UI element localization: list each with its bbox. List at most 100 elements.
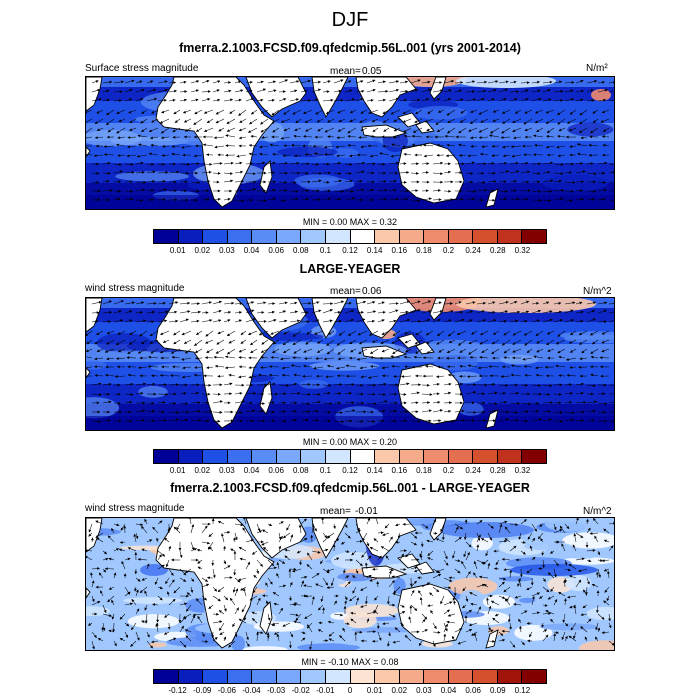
panel-3-min-label: MIN = (301, 657, 326, 667)
colorbar-tick-label: 0.12 (342, 246, 358, 255)
colorbar-tick-label: 0.1 (319, 466, 331, 475)
panel-1-max-value: 0.32 (379, 217, 398, 227)
colorbar-swatch (448, 230, 474, 243)
colorbar-tick-label: 0.02 (391, 686, 408, 695)
panel-2-minmax: MIN = 0.00 MAX = 0.20 (0, 437, 700, 447)
colorbar-swatch (473, 450, 498, 463)
panel-2-title: LARGE-YEAGER (299, 262, 401, 276)
panel-3-mean-value: -0.01 (355, 506, 378, 517)
colorbar-tick-label: 0.04 (440, 686, 457, 695)
colorbar-tick-label: 0.08 (292, 246, 309, 255)
colorbar-swatch (301, 450, 326, 463)
colorbar-tick-label: 0.06 (268, 246, 284, 255)
colorbar-tick-label: 0.32 (514, 466, 531, 475)
colorbar-swatch (227, 230, 253, 243)
colorbar-tick-label: 0.18 (416, 246, 432, 255)
panel-2-max-label: MAX = (349, 437, 378, 447)
colorbar-swatch (276, 670, 302, 683)
colorbar-swatch (203, 450, 228, 463)
panel-2-units: N/m^2 (583, 286, 612, 297)
colorbar-tick-label: -0.04 (242, 686, 261, 695)
colorbar-tick-label: 0.14 (366, 466, 383, 475)
colorbar-swatch (154, 230, 179, 243)
colorbar-swatch (497, 670, 523, 683)
colorbar-swatch (522, 230, 546, 243)
colorbar-tick-label: 0.03 (219, 246, 235, 255)
panel-3-variable-label: wind stress magnitude (85, 503, 185, 514)
colorbar-tick-label: 0.32 (514, 246, 531, 255)
colorbar-tick-label: 0.12 (514, 686, 531, 695)
colorbar-tick-label: 0.04 (243, 246, 260, 255)
panel-2-min-value: 0.00 (329, 437, 348, 447)
panel-1-mean-value: 0.05 (362, 66, 382, 77)
colorbar-swatch (473, 230, 498, 243)
colorbar-tick-label: 0.02 (194, 466, 211, 475)
colorbar-tick-label: 0.06 (268, 466, 284, 475)
colorbar-tick-label: 0.01 (169, 466, 186, 475)
colorbar-tick-label: 0.16 (391, 466, 408, 475)
panel-1-colorbar-ticks: 0.01 0.02 0.03 0.04 0.06 0.08 0.1 0.12 0.14 0.16 0… (153, 246, 547, 258)
panel-3-max-label: MAX = (351, 657, 379, 667)
colorbar-swatch (375, 450, 400, 463)
panel-2-min-label: MIN = (302, 437, 328, 447)
colorbar-swatch (375, 670, 400, 683)
panel-3-max-value: 0.08 (381, 657, 399, 667)
colorbar-tick-label: 0.12 (342, 466, 358, 475)
colorbar-swatch (301, 670, 326, 683)
colorbar-swatch (448, 450, 474, 463)
colorbar-swatch (252, 450, 277, 463)
colorbar-tick-label: 0.28 (489, 246, 506, 255)
panel-1-units: N/m² (586, 63, 608, 74)
colorbar-swatch (350, 670, 376, 683)
colorbar-swatch (448, 670, 474, 683)
colorbar-tick-label: -0.12 (168, 686, 187, 695)
colorbar-tick-label: 0.18 (416, 466, 432, 475)
colorbar-tick-label: 0.01 (169, 246, 186, 255)
colorbar-swatch (424, 670, 449, 683)
colorbar-swatch (497, 230, 523, 243)
colorbar-swatch (497, 450, 523, 463)
colorbar-tick-label: 0.08 (292, 466, 309, 475)
colorbar-tick-label: 0.09 (489, 686, 506, 695)
panel-1-colorbar (153, 229, 547, 244)
panel-2-mean-label: mean= (330, 286, 361, 297)
colorbar-swatch (522, 450, 546, 463)
colorbar-swatch (252, 230, 277, 243)
colorbar-tick-label: 0.16 (391, 246, 408, 255)
colorbar-swatch (325, 670, 351, 683)
colorbar-swatch (424, 450, 449, 463)
colorbar-tick-label: 0.24 (465, 246, 481, 255)
colorbar-tick-label: 0.2 (442, 246, 455, 255)
panel-2-variable-label: wind stress magnitude (85, 283, 185, 294)
colorbar-tick-label: 0.28 (489, 466, 506, 475)
panel-1-mean-label: mean= (330, 66, 361, 77)
colorbar-swatch (276, 450, 302, 463)
colorbar-tick-label: 0.2 (442, 466, 455, 475)
panel-1-max-label: MAX = (349, 217, 378, 227)
colorbar-tick-label: 0.02 (194, 246, 211, 255)
panel-3-colorbar (153, 669, 547, 684)
colorbar-swatch (399, 450, 425, 463)
panel-3-map-svg (86, 518, 614, 650)
colorbar-swatch (252, 670, 277, 683)
colorbar-swatch (375, 230, 400, 243)
colorbar-tick-label: 0.06 (465, 686, 481, 695)
colorbar-swatch (473, 670, 498, 683)
colorbar-swatch (424, 230, 449, 243)
panel-2-max-value: 0.20 (379, 437, 398, 447)
colorbar-swatch (325, 450, 351, 463)
colorbar-swatch (350, 230, 376, 243)
panel-2-map (85, 297, 615, 431)
panel-3-map (85, 517, 615, 651)
colorbar-tick-label: -0.01 (316, 686, 335, 695)
panel-1-min-value: 0.00 (329, 217, 348, 227)
panel-3-colorbar-ticks: -0.12 -0.09 -0.06 -0.04 -0.03 -0.02 -0.01 0 0.01… (153, 686, 547, 698)
colorbar-tick-label: 0.04 (243, 466, 260, 475)
colorbar-swatch (325, 230, 351, 243)
colorbar-tick-label: 0 (347, 686, 353, 695)
panel-2-colorbar-ticks: 0.01 0.02 0.03 0.04 0.06 0.08 0.1 0.12 0.14 0.16 0… (153, 466, 547, 478)
colorbar-swatch (178, 450, 204, 463)
colorbar-tick-label: -0.03 (267, 686, 286, 695)
panel-2-mean-value: 0.06 (362, 286, 382, 297)
panel-3-min-value: -0.10 (328, 657, 349, 667)
